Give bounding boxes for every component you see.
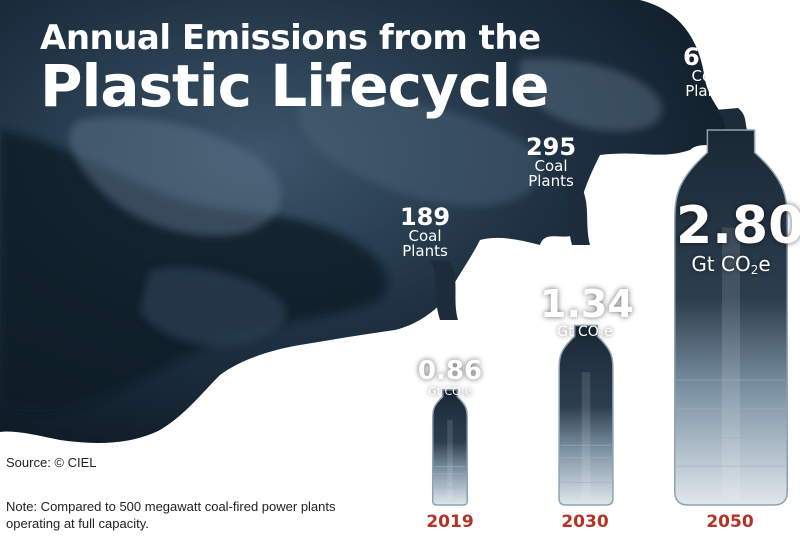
coal-plants-label-2019: 189 Coal Plants <box>390 205 460 259</box>
unit-sub: 2 <box>750 263 759 277</box>
bottle-highlight <box>581 372 591 499</box>
bottle-highlight <box>722 227 740 499</box>
coal-word: Coal <box>691 67 725 85</box>
bottle-2019 <box>431 389 469 506</box>
bottle-body <box>431 389 469 506</box>
unit-text: Gt CO <box>428 385 461 398</box>
year-label-2050: 2050 <box>706 512 754 532</box>
value-label-2019: 0.86 <box>417 356 483 386</box>
unit-label-2019: Gt CO2e <box>415 386 485 398</box>
bottle-body <box>558 324 614 506</box>
smoke-trail-2019 <box>430 260 458 320</box>
bottle-highlight <box>447 419 453 499</box>
coal-word: Coal <box>408 227 442 245</box>
unit-text: Gt CO <box>557 324 599 340</box>
smoke-cloud <box>0 0 740 443</box>
unit-text: Gt CO <box>691 252 751 276</box>
coal-plants-label-2050: 615 Coal Plants <box>672 45 744 99</box>
smoke-trail-2030 <box>560 180 590 245</box>
smoke-trail-2050 <box>715 108 748 132</box>
coal-word: Coal <box>534 157 568 175</box>
title-line-2: Plastic Lifecycle <box>40 52 549 120</box>
unit-suffix: e <box>758 252 771 276</box>
plants-word: Plants <box>402 242 448 260</box>
unit-sub: 2 <box>460 390 466 399</box>
bottle-2030 <box>558 324 614 506</box>
bottle-body <box>674 129 788 506</box>
plants-word: Plants <box>528 172 574 190</box>
unit-label-2030: Gt CO2e <box>540 325 630 340</box>
source-credit: Source: © CIEL <box>6 455 97 470</box>
value-label-2030: 1.34 <box>540 282 634 326</box>
bottle-2050 <box>674 129 788 506</box>
unit-label-2050: Gt CO2e <box>676 254 786 276</box>
unit-suffix: e <box>465 385 472 398</box>
coal-plants-count: 615 <box>682 43 734 71</box>
year-label-2030: 2030 <box>561 512 609 532</box>
coal-plants-count: 295 <box>525 133 577 161</box>
coal-plants-count: 189 <box>399 203 451 231</box>
plants-word: Plants <box>685 82 731 100</box>
year-label-2019: 2019 <box>426 512 474 532</box>
unit-suffix: e <box>604 324 613 340</box>
footnote: Note: Compared to 500 megawatt coal-fire… <box>6 499 336 531</box>
unit-sub: 2 <box>598 330 605 341</box>
title-line-1: Annual Emissions from the <box>40 18 541 58</box>
value-label-2050: 2.80 <box>676 196 800 256</box>
coal-plants-label-2030: 295 Coal Plants <box>515 135 587 189</box>
